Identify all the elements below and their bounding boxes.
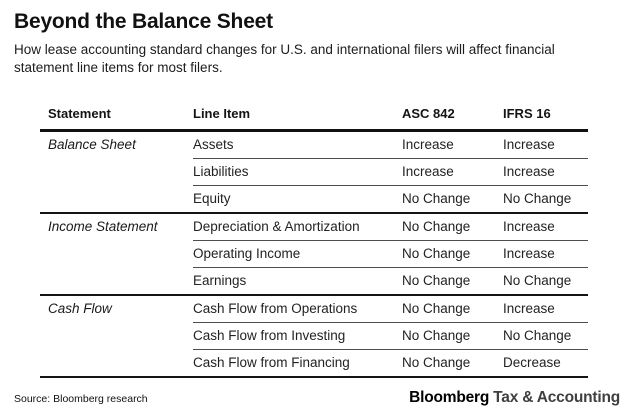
ifrs16-value-cell: No Change [503, 184, 588, 213]
statement-cell [40, 322, 193, 349]
ifrs16-value-cell: Increase [503, 211, 588, 241]
asc842-value-cell: No Change [402, 348, 503, 378]
asc842-value-cell: No Change [402, 266, 503, 295]
asc842-value-cell: No Change [402, 321, 503, 350]
bloomberg-tax-accounting-logo: Bloomberg Tax & Accounting [409, 389, 620, 407]
statement-cell: Income Statement [40, 211, 193, 241]
ifrs16-value-cell: Increase [503, 137, 555, 153]
line-item-cell: Assets [193, 137, 234, 153]
table-row: Cash Flow from Financing No Change Decreas… [40, 348, 588, 378]
asc842-value-cell: Increase [402, 157, 503, 186]
lease-accounting-table: Statement Line Item ASC 842 IFRS 16 Bala… [40, 100, 588, 378]
ifrs16-value-cell: No Change [503, 266, 588, 295]
line-item-cell: Operating Income [193, 239, 402, 268]
line-item-cell: Cash Flow from Operations [193, 293, 402, 323]
figure-title: Beyond the Balance Sheet [14, 10, 273, 33]
ifrs16-value-cell: No Change [503, 321, 588, 350]
ifrs16-value-cell: Increase [503, 157, 588, 186]
line-item-cell: Cash Flow from Financing [193, 348, 402, 378]
table-row: Equity No Change No Change [40, 184, 588, 213]
ifrs16-value-cell: Decrease [503, 348, 588, 378]
line-item-cell: Earnings [193, 266, 402, 295]
figure-footer: Source: Bloomberg research Bloomberg Tax … [14, 389, 620, 407]
statement-cell [40, 158, 193, 185]
table-row: Liabilities Increase Increase [40, 157, 588, 186]
asc842-value-cell: No Change [402, 184, 503, 213]
table-row: Operating Income No Change Increase [40, 239, 588, 268]
ifrs16-value-cell: Increase [503, 293, 588, 323]
line-item-cell: Equity [193, 184, 402, 213]
table-row: Cash Flow Cash Flow from Operations No Cha… [40, 293, 588, 323]
statement-cell: Cash Flow [40, 293, 193, 323]
statement-cell [40, 185, 193, 213]
statement-cell [40, 240, 193, 267]
column-header-statement: Statement [40, 100, 193, 132]
figure-subtitle: How lease accounting standard changes fo… [14, 42, 555, 75]
header-row: Statement Line Item ASC 842 IFRS 16 [40, 100, 588, 132]
table-row: Balance Sheet Assets Increase Increase [40, 130, 588, 158]
asc842-value-cell: Increase [402, 137, 454, 153]
brand-main-text: Bloomberg [409, 389, 490, 406]
brand-suffix-text: Tax & Accounting [493, 389, 620, 406]
line-item-cell: Liabilities [193, 157, 402, 186]
table-header: Statement Line Item ASC 842 IFRS 16 [40, 100, 588, 132]
asc842-value-cell: No Change [402, 211, 503, 241]
asc842-value-cell: No Change [402, 239, 503, 268]
line-item-cell: Depreciation & Amortization [193, 211, 402, 241]
table-row: Earnings No Change No Change [40, 266, 588, 295]
line-item-cell: Cash Flow from Investing [193, 321, 402, 350]
table-body: Balance Sheet Assets Increase Increase Liabi… [40, 130, 588, 378]
column-header-ifrs16: IFRS 16 [503, 100, 588, 132]
column-header-line-item: Line Item [193, 100, 402, 132]
ifrs16-value-cell: Increase [503, 239, 588, 268]
column-header-asc842: ASC 842 [402, 100, 503, 132]
statement-cell [40, 267, 193, 295]
table-row: Income Statement Depreciation & Amortizat… [40, 211, 588, 241]
table-row: Cash Flow from Investing No Change No Chan… [40, 321, 588, 350]
source-note: Source: Bloomberg research [14, 393, 148, 405]
asc842-value-cell: No Change [402, 293, 503, 323]
statement-cell: Balance Sheet [48, 137, 136, 153]
statement-cell [40, 349, 193, 378]
